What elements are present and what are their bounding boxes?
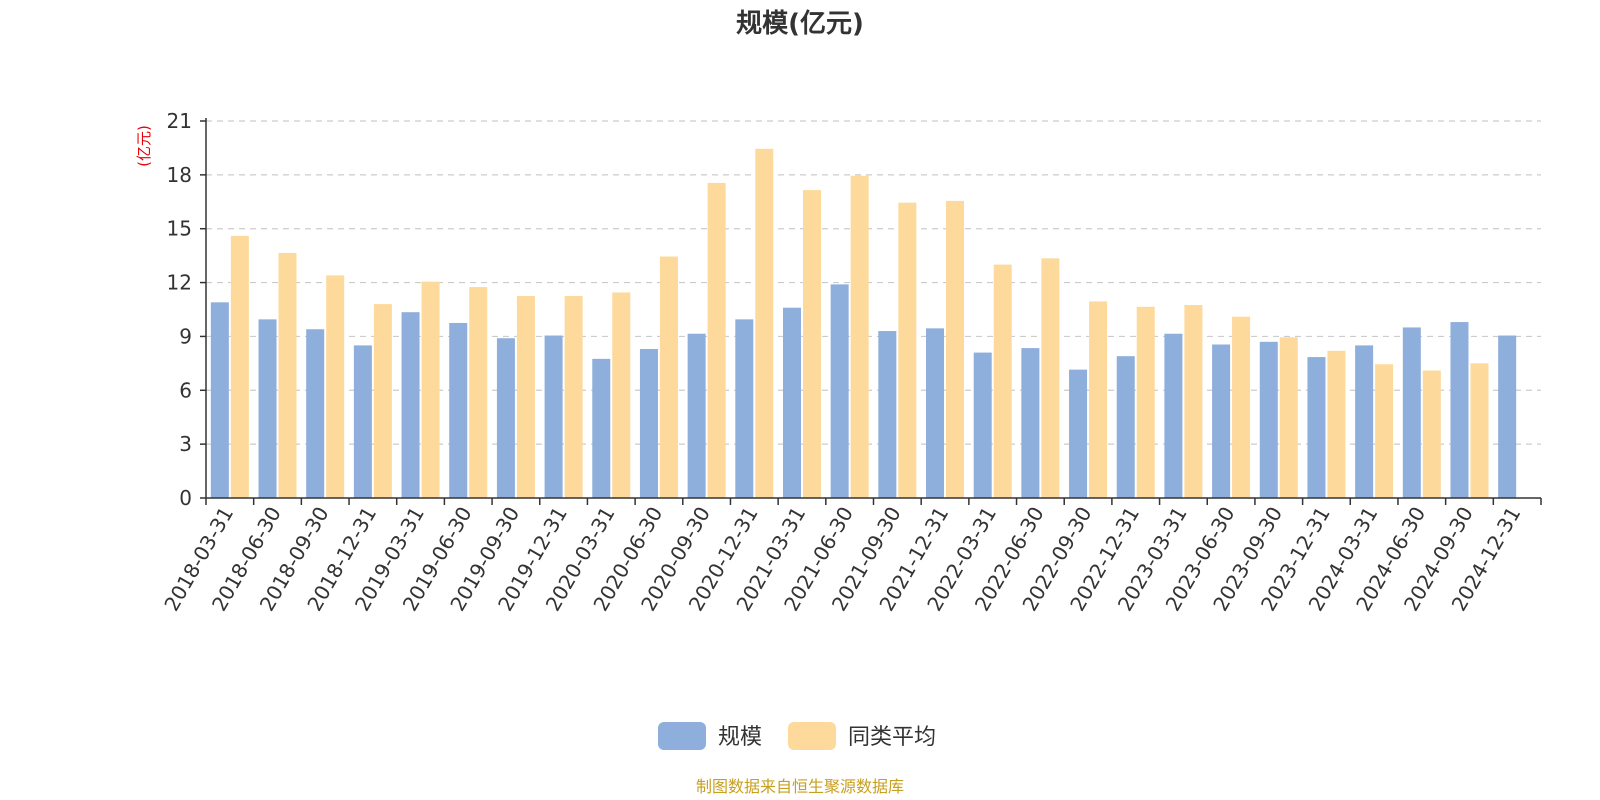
- bar-scale[interactable]: [258, 319, 277, 498]
- bar-scale[interactable]: [1164, 333, 1183, 498]
- y-tick-label: 6: [179, 378, 192, 402]
- bar-scale[interactable]: [1450, 322, 1469, 498]
- bar-peer-average[interactable]: [516, 296, 535, 498]
- y-axis-unit-label: (亿元): [135, 125, 153, 167]
- bars: [210, 148, 1517, 499]
- bar-scale[interactable]: [306, 329, 325, 498]
- y-tick-label: 9: [179, 324, 192, 348]
- bar-peer-average[interactable]: [1375, 364, 1394, 498]
- y-axis-ticks: 0 3 6 9 12 15 18 21: [167, 109, 206, 510]
- legend: 规模 同类平均: [658, 722, 936, 750]
- x-axis-ticks: 2018-03-312018-06-302018-09-302018-12-31…: [159, 498, 1542, 615]
- bar-scale[interactable]: [1021, 348, 1040, 498]
- y-tick-label: 21: [167, 109, 192, 133]
- bar-scale[interactable]: [830, 284, 849, 498]
- bar-peer-average[interactable]: [802, 190, 821, 498]
- bar-peer-average[interactable]: [1089, 301, 1108, 498]
- bar-peer-average[interactable]: [707, 182, 726, 498]
- y-tick-label: 15: [167, 217, 192, 241]
- bar-scale[interactable]: [496, 338, 515, 498]
- legend-label-peer-average[interactable]: 同类平均: [848, 725, 936, 750]
- bar-scale[interactable]: [401, 312, 420, 498]
- bar-scale[interactable]: [449, 322, 468, 498]
- bar-peer-average[interactable]: [1136, 306, 1155, 498]
- bar-scale[interactable]: [592, 358, 611, 498]
- bar-scale[interactable]: [782, 307, 801, 498]
- y-tick-label: 12: [167, 271, 192, 295]
- legend-swatch-scale[interactable]: [658, 722, 706, 750]
- bar-scale[interactable]: [973, 352, 992, 498]
- bar-scale[interactable]: [1307, 357, 1326, 498]
- bar-peer-average[interactable]: [898, 202, 917, 498]
- bar-scale[interactable]: [1212, 344, 1231, 498]
- bar-peer-average[interactable]: [326, 275, 345, 498]
- bar-peer-average[interactable]: [946, 200, 965, 498]
- bar-scale[interactable]: [1116, 356, 1135, 498]
- bar-peer-average[interactable]: [373, 304, 392, 498]
- bar-scale[interactable]: [1259, 341, 1278, 498]
- bar-peer-average[interactable]: [659, 256, 678, 498]
- bar-scale[interactable]: [878, 331, 897, 498]
- y-tick-label: 0: [179, 486, 192, 510]
- bar-peer-average[interactable]: [1041, 258, 1060, 498]
- bar-scale[interactable]: [353, 345, 372, 498]
- bar-scale[interactable]: [1069, 369, 1088, 498]
- bar-peer-average[interactable]: [755, 148, 774, 499]
- bar-scale[interactable]: [735, 319, 754, 498]
- data-source-note: 制图数据来自恒生聚源数据库: [696, 777, 904, 796]
- y-tick-label: 3: [179, 432, 192, 456]
- bar-scale[interactable]: [210, 302, 229, 498]
- bar-peer-average[interactable]: [612, 292, 631, 498]
- legend-swatch-peer-average[interactable]: [788, 722, 836, 750]
- bar-peer-average[interactable]: [278, 252, 297, 498]
- bar-peer-average[interactable]: [1422, 370, 1441, 498]
- chart-title: 规模(亿元): [736, 9, 864, 39]
- bar-peer-average[interactable]: [993, 264, 1012, 498]
- bar-peer-average[interactable]: [230, 235, 249, 498]
- bar-peer-average[interactable]: [1184, 305, 1203, 498]
- bar-scale[interactable]: [544, 335, 563, 498]
- bar-scale[interactable]: [687, 333, 706, 498]
- bar-scale[interactable]: [1355, 345, 1374, 498]
- bar-peer-average[interactable]: [469, 287, 488, 498]
- bar-scale[interactable]: [639, 348, 658, 498]
- bar-peer-average[interactable]: [1327, 350, 1346, 498]
- bar-scale[interactable]: [1402, 327, 1421, 498]
- bar-scale[interactable]: [926, 328, 945, 498]
- bar-peer-average[interactable]: [1470, 363, 1489, 498]
- y-tick-label: 18: [167, 163, 192, 187]
- bar-peer-average[interactable]: [1279, 337, 1298, 498]
- bar-peer-average[interactable]: [850, 175, 869, 498]
- legend-label-scale[interactable]: 规模: [718, 725, 762, 750]
- bar-peer-average[interactable]: [421, 281, 440, 498]
- bar-peer-average[interactable]: [1232, 316, 1251, 498]
- bar-peer-average[interactable]: [564, 296, 583, 498]
- bar-scale[interactable]: [1498, 335, 1517, 498]
